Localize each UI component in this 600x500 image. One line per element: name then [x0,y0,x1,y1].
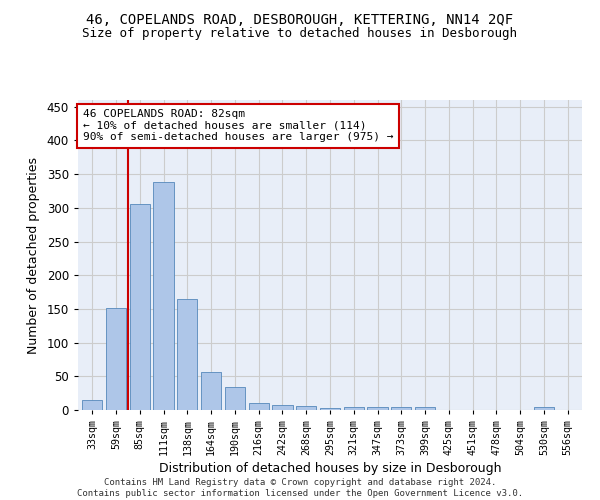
Bar [177,299,197,410]
Bar [225,387,245,410]
Bar [130,204,150,410]
Bar [272,404,293,410]
Bar [201,372,221,410]
Y-axis label: Number of detached properties: Number of detached properties [27,156,40,354]
X-axis label: Distribution of detached houses by size in Desborough: Distribution of detached houses by size … [159,462,501,475]
Bar [415,406,435,410]
Bar [391,406,412,410]
Text: 46 COPELANDS ROAD: 82sqm
← 10% of detached houses are smaller (114)
90% of semi-: 46 COPELANDS ROAD: 82sqm ← 10% of detach… [83,110,394,142]
Bar [154,182,173,410]
Bar [344,408,364,410]
Bar [296,406,316,410]
Bar [248,404,269,410]
Bar [106,308,126,410]
Bar [367,406,388,410]
Text: Size of property relative to detached houses in Desborough: Size of property relative to detached ho… [83,28,517,40]
Text: 46, COPELANDS ROAD, DESBOROUGH, KETTERING, NN14 2QF: 46, COPELANDS ROAD, DESBOROUGH, KETTERIN… [86,12,514,26]
Text: Contains HM Land Registry data © Crown copyright and database right 2024.
Contai: Contains HM Land Registry data © Crown c… [77,478,523,498]
Bar [82,400,103,410]
Bar [534,408,554,410]
Bar [320,408,340,410]
